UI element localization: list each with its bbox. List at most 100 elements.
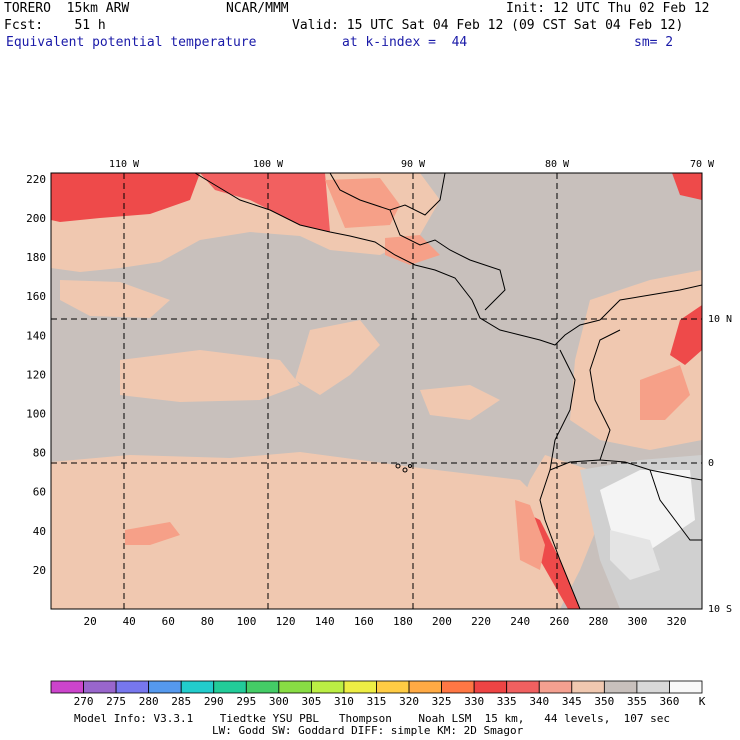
colorbar-swatch bbox=[603, 680, 638, 694]
model-title: TORERO 15km ARW bbox=[4, 1, 130, 16]
model-info-line1: Model Info: V3.3.1 Tiedtke YSU PBL Thomp… bbox=[74, 712, 671, 725]
field-region-mid-c bbox=[60, 280, 170, 318]
x-grid-ticks: 20 40 60 80 100 120 140 160 180 200 220 240 260 280 30… bbox=[83, 615, 686, 628]
colorbar-swatch bbox=[83, 680, 117, 694]
colorbar-swatch bbox=[180, 680, 215, 694]
valid-time: Valid: 15 UTC Sat 04 Feb 12 (09 CST Sat … bbox=[292, 18, 684, 33]
colorbar-unit: K bbox=[699, 695, 706, 708]
smoothing-label: sm= 2 bbox=[634, 35, 674, 50]
colorbar-swatch bbox=[245, 680, 280, 694]
field-hot-north bbox=[200, 173, 330, 232]
y-tick-label: 20 bbox=[33, 564, 46, 577]
x-tick-label: 260 bbox=[549, 615, 569, 628]
x-tick-label: 60 bbox=[162, 615, 175, 628]
field-hot-ne bbox=[672, 173, 702, 200]
colorbar-label: 340 bbox=[529, 695, 549, 708]
colorbar-label: 300 bbox=[269, 695, 289, 708]
y-tick-label: 180 bbox=[26, 251, 46, 264]
border-peru bbox=[649, 469, 702, 541]
colorbar-label: 310 bbox=[334, 695, 354, 708]
y-tick-label: 140 bbox=[26, 329, 46, 342]
colorbar-label: 345 bbox=[562, 695, 582, 708]
lat-label: 10 S bbox=[708, 604, 732, 615]
border-amazon bbox=[589, 329, 621, 461]
lon-label: 110 W bbox=[109, 159, 140, 170]
org-label: NCAR/MMM bbox=[226, 1, 289, 16]
colorbar-label: 270 bbox=[74, 695, 94, 708]
colorbar-swatch bbox=[213, 680, 247, 694]
colorbar-label: 280 bbox=[139, 695, 159, 708]
y-grid-ticks: 220 200 180 160 140 120 100 80 60 40 20 bbox=[26, 173, 46, 577]
level-label: at k-index = 44 bbox=[342, 35, 468, 50]
field-hot-colombia bbox=[670, 305, 702, 365]
x-tick-label: 100 bbox=[237, 615, 257, 628]
x-tick-label: 40 bbox=[123, 615, 136, 628]
init-time: Init: 12 UTC Thu 02 Feb 12 bbox=[506, 1, 710, 16]
field-cold-andes bbox=[600, 470, 695, 550]
field-hot-nw bbox=[51, 173, 200, 222]
x-tick-label: 140 bbox=[315, 615, 335, 628]
colorbar-label: 275 bbox=[106, 695, 126, 708]
colorbar-swatch bbox=[408, 680, 442, 694]
field-warm-nne bbox=[325, 178, 400, 228]
map-frame bbox=[50, 172, 703, 610]
x-tick-label: 120 bbox=[276, 615, 296, 628]
model-info-line2: LW: Godd SW: Goddard DIFF: simple KM: 2D… bbox=[212, 724, 524, 737]
lon-label: 90 W bbox=[401, 159, 426, 170]
colorbar-swatch bbox=[669, 680, 703, 694]
colorbar-label: 335 bbox=[497, 695, 517, 708]
field-region-mid-b bbox=[295, 320, 380, 395]
colorbar-swatch bbox=[148, 680, 182, 694]
colorbar-label: 315 bbox=[367, 695, 387, 708]
y-tick-label: 220 bbox=[26, 173, 46, 186]
x-tick-label: 180 bbox=[393, 615, 413, 628]
x-tick-label: 200 bbox=[432, 615, 452, 628]
x-tick-label: 300 bbox=[628, 615, 648, 628]
x-tick-label: 240 bbox=[510, 615, 530, 628]
map-plot: 110 W 100 W 90 W 80 W 70 W 10 N 0 10 S 2… bbox=[26, 159, 732, 628]
colorbar-label: 350 bbox=[594, 695, 614, 708]
colorbar-label: 320 bbox=[399, 695, 419, 708]
longitude-labels: 110 W 100 W 90 W 80 W 70 W bbox=[109, 159, 715, 170]
y-tick-label: 80 bbox=[33, 447, 46, 460]
galapagos-island bbox=[402, 467, 408, 473]
x-tick-label: 80 bbox=[201, 615, 214, 628]
coastline-mexico bbox=[194, 173, 601, 346]
field-warm-colombia bbox=[640, 365, 690, 420]
colorbar-label: 330 bbox=[464, 695, 484, 708]
colorbar-swatch bbox=[538, 680, 573, 694]
colorbar-label: 295 bbox=[236, 695, 256, 708]
field-region-coast bbox=[515, 455, 600, 609]
colorbar-swatch bbox=[343, 680, 377, 694]
field-cold-andes-south bbox=[610, 530, 660, 580]
lon-label: 70 W bbox=[690, 159, 715, 170]
colorbar-label: 285 bbox=[171, 695, 191, 708]
coastlines bbox=[194, 173, 702, 609]
colorbar-swatch bbox=[473, 680, 508, 694]
colorbar-label: 305 bbox=[301, 695, 321, 708]
x-tick-label: 280 bbox=[588, 615, 608, 628]
x-tick-label: 160 bbox=[354, 615, 374, 628]
colorbar-swatch bbox=[278, 680, 312, 694]
galapagos-island bbox=[408, 464, 412, 468]
x-tick-label: 220 bbox=[471, 615, 491, 628]
colorbar-labels: 270 275 280 285 290 295 300 305 310 315 320 325 330 3… bbox=[74, 695, 680, 708]
y-tick-label: 40 bbox=[33, 525, 46, 538]
x-tick-label: 320 bbox=[667, 615, 687, 628]
galapagos-island bbox=[395, 463, 401, 469]
lon-label: 80 W bbox=[545, 159, 570, 170]
colorbar-swatch bbox=[376, 680, 410, 694]
lat-label: 10 N bbox=[708, 314, 732, 325]
border-yucatan bbox=[329, 173, 446, 216]
colorbar-swatch bbox=[571, 680, 605, 694]
colorbar-label: 325 bbox=[432, 695, 452, 708]
colorbar-swatch bbox=[50, 680, 84, 694]
colorbar-swatch bbox=[115, 680, 150, 694]
y-tick-label: 200 bbox=[26, 212, 46, 225]
lon-label: 100 W bbox=[253, 159, 284, 170]
colorbar-swatches bbox=[50, 680, 703, 694]
colorbar-label: 290 bbox=[204, 695, 224, 708]
field-region-lower bbox=[51, 452, 540, 609]
border-guatemala bbox=[389, 209, 506, 311]
